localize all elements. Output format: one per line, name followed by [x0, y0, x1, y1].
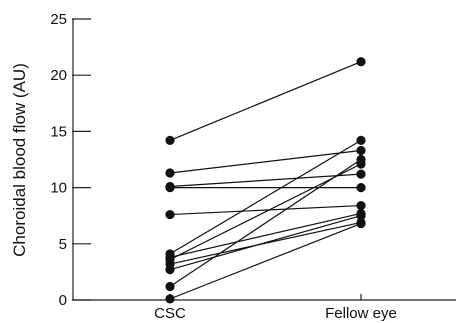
- pair-line: [169, 163, 362, 261]
- x-tick-label: Fellow eye: [325, 305, 397, 322]
- fellow-eye-point: [356, 218, 366, 229]
- fellow-eye-point: [356, 211, 366, 221]
- y-tick-label: 10: [50, 180, 67, 197]
- pair-line: [169, 61, 362, 141]
- x-axis-ticks: CSC Fellow eye: [154, 294, 397, 322]
- y-tick-label: 0: [59, 292, 67, 309]
- pair-line: [169, 223, 362, 300]
- y-axis-ticks: 0 5 10 15 20 25: [50, 11, 91, 309]
- csc-point: [165, 183, 175, 193]
- csc-point: [165, 135, 175, 145]
- y-axis-label: Choroidal blood flow (AU): [10, 63, 29, 257]
- csc-point: [165, 168, 175, 178]
- pair-line: [169, 139, 362, 255]
- csc-point: [165, 281, 175, 292]
- fellow-eye-point: [356, 135, 366, 145]
- fellow-eye-point: [356, 169, 366, 179]
- csc-point: [165, 265, 175, 275]
- fellow-eye-point: [356, 57, 366, 67]
- x-tick-label: CSC: [154, 305, 186, 322]
- fellow-eye-point: [356, 145, 366, 156]
- y-tick-label: 5: [59, 236, 67, 253]
- pair-line: [169, 173, 362, 188]
- csc-point: [165, 294, 175, 304]
- fellow-eye-point: [356, 200, 366, 211]
- fellow-eye-point: [356, 183, 366, 193]
- pair-lines: [169, 61, 362, 300]
- pair-line: [169, 215, 362, 271]
- pair-line: [169, 149, 362, 174]
- y-tick-label: 20: [50, 67, 67, 84]
- data-points: [165, 57, 366, 304]
- fellow-eye-point: [356, 154, 366, 165]
- pair-line: [169, 212, 362, 258]
- csc-point: [165, 209, 175, 220]
- y-tick-label: 15: [50, 123, 67, 140]
- pair-line: [169, 204, 362, 216]
- pair-line: [169, 159, 362, 288]
- y-tick-label: 25: [50, 11, 67, 28]
